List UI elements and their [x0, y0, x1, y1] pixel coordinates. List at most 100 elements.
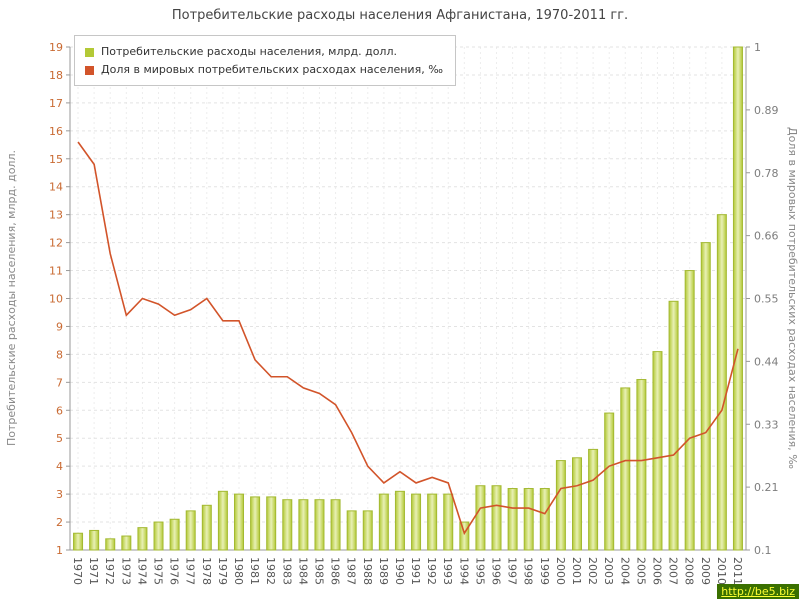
bar: [266, 496, 277, 551]
left-tick-label: 1: [56, 544, 63, 557]
bar: [217, 490, 228, 551]
left-tick-label: 14: [49, 181, 63, 194]
year-label: 1986: [329, 557, 342, 585]
bar: [668, 300, 679, 551]
legend-item: Доля в мировых потребительских расходах …: [85, 61, 443, 79]
legend: Потребительские расходы населения, млрд.…: [74, 35, 456, 86]
year-label: 1990: [393, 557, 406, 585]
bar: [201, 504, 212, 551]
bar: [459, 521, 470, 551]
watermark-link[interactable]: http://be5.biz: [717, 584, 799, 599]
bar: [411, 493, 422, 551]
bar: [121, 535, 132, 551]
left-tick-label: 6: [56, 404, 63, 417]
year-label: 1976: [168, 557, 181, 585]
year-label: 2010: [715, 557, 728, 585]
bar: [555, 460, 566, 551]
year-label: 1997: [506, 557, 519, 585]
bar: [636, 379, 647, 551]
year-label: 2008: [683, 557, 696, 585]
chart-title: Потребительские расходы населения Афгани…: [171, 8, 629, 23]
left-tick-label: 5: [56, 432, 63, 445]
bar: [185, 510, 196, 551]
year-label: 1981: [248, 557, 261, 585]
year-label: 1971: [87, 557, 100, 585]
bar: [314, 499, 325, 551]
legend-label-line: Доля в мировых потребительских расходах …: [101, 63, 443, 76]
year-label: 2007: [667, 557, 680, 585]
bar: [732, 46, 743, 551]
bar: [137, 527, 148, 551]
year-label: 1989: [377, 557, 390, 585]
year-label: 1985: [312, 557, 325, 585]
year-label: 1970: [71, 557, 84, 585]
right-axis-title: Доля в мировых потребительских расходах …: [786, 127, 799, 469]
line-series: [77, 141, 739, 536]
bar: [394, 490, 405, 551]
left-tick-label: 9: [56, 320, 63, 333]
left-tick-label: 2: [56, 516, 63, 529]
left-tick-label: 17: [49, 97, 63, 110]
bar: [716, 214, 727, 551]
bar: [604, 412, 615, 551]
bar: [250, 496, 261, 551]
year-label: 1992: [425, 557, 438, 585]
left-tick-label: 16: [49, 125, 63, 138]
left-tick-label: 4: [56, 460, 63, 473]
year-label: 2001: [570, 557, 583, 585]
bar: [507, 488, 518, 551]
year-label: 2004: [618, 557, 631, 585]
year-label: 1987: [345, 557, 358, 585]
left-tick-label: 8: [56, 348, 63, 361]
bar: [539, 488, 550, 551]
bar: [153, 521, 164, 551]
legend-item: Потребительские расходы населения, млрд.…: [85, 43, 443, 61]
left-tick-label: 3: [56, 488, 63, 501]
bar: [700, 242, 711, 551]
right-tick-label: 0.55: [754, 293, 779, 306]
year-label: 1988: [361, 557, 374, 585]
bar: [684, 270, 695, 551]
year-label: 1975: [152, 557, 165, 585]
year-label: 1974: [135, 557, 148, 585]
bar: [620, 387, 631, 551]
year-label: 1993: [441, 557, 454, 585]
year-label: 2002: [586, 557, 599, 585]
bar: [588, 448, 599, 551]
line-series-swatch: [85, 65, 94, 75]
year-label: 2006: [650, 557, 663, 585]
year-label: 1999: [538, 557, 551, 585]
year-label: 1984: [296, 557, 309, 585]
bar: [89, 529, 100, 551]
year-label: 1982: [264, 557, 277, 585]
bar: [298, 499, 309, 551]
year-label: 1973: [119, 557, 132, 585]
year-label: 2011: [731, 557, 744, 585]
year-label: 1994: [457, 557, 470, 585]
year-label: 2003: [602, 557, 615, 585]
bar: [346, 510, 357, 551]
right-tick-label: 0.44: [754, 355, 779, 368]
year-label: 1995: [473, 557, 486, 585]
right-tick-label: 0.78: [754, 167, 779, 180]
right-tick-label: 0.66: [754, 230, 779, 243]
right-tick-label: 1: [754, 41, 761, 54]
bar: [427, 493, 438, 551]
left-tick-label: 10: [49, 293, 63, 306]
left-axis-title: Потребительские расходы населения, млрд.…: [5, 150, 18, 446]
year-label: 1972: [103, 557, 116, 585]
left-tick-label: 13: [49, 209, 63, 222]
right-tick-label: 0.89: [754, 104, 779, 117]
year-label: 2000: [554, 557, 567, 585]
year-label: 2009: [699, 557, 712, 585]
bar: [169, 518, 180, 551]
left-tick-label: 11: [49, 265, 63, 278]
bar: [362, 510, 373, 551]
year-label: 2005: [634, 557, 647, 585]
year-label: 1978: [200, 557, 213, 585]
legend-label-bar: Потребительские расходы населения, млрд.…: [101, 45, 397, 58]
left-tick-label: 7: [56, 376, 63, 389]
year-label: 1979: [216, 557, 229, 585]
bar: [572, 457, 582, 551]
